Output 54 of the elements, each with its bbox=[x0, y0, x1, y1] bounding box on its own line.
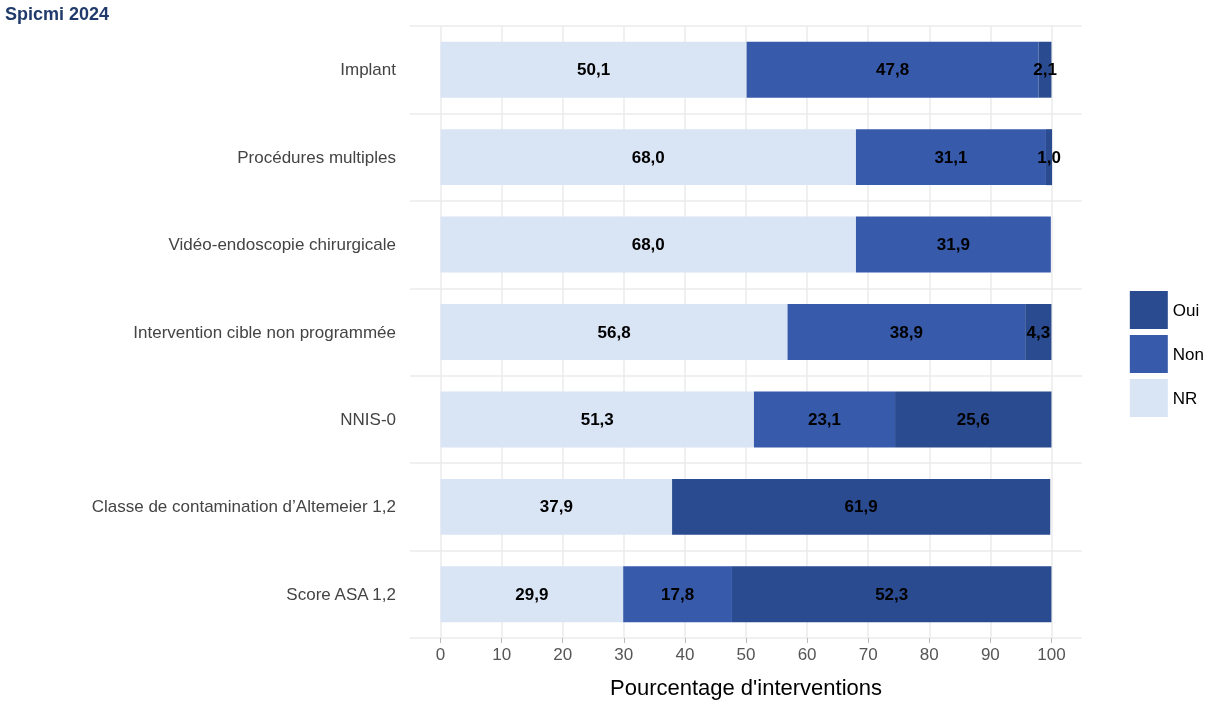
x-tick-label: 90 bbox=[980, 645, 1000, 664]
data-label: 50,1 bbox=[577, 60, 611, 80]
y-tick-label: Procédures multiples bbox=[237, 147, 396, 167]
data-label: 68,0 bbox=[631, 147, 665, 167]
bar bbox=[855, 216, 1051, 273]
x-tick-label: 100 bbox=[1037, 645, 1066, 664]
bar bbox=[440, 129, 856, 186]
data-label: 31,1 bbox=[934, 147, 968, 167]
x-tick-label: 80 bbox=[919, 645, 939, 664]
y-tick-label: Implant bbox=[340, 60, 397, 80]
bar bbox=[440, 391, 754, 448]
data-label: 56,8 bbox=[597, 322, 631, 342]
x-axis-title: Pourcentage d'interventions bbox=[609, 674, 883, 700]
bar bbox=[672, 478, 1051, 535]
y-tick-label: NNIS-0 bbox=[340, 409, 396, 429]
text: Spicmi 2024 bbox=[5, 4, 110, 24]
bar bbox=[440, 41, 747, 98]
legend-label: Non bbox=[1172, 344, 1204, 364]
y-tick-label: Score ASA 1,2 bbox=[286, 584, 396, 604]
y-tick-label: Classe de contamination d’Altemeier 1,2 bbox=[91, 497, 396, 517]
bar bbox=[440, 566, 624, 623]
bar bbox=[440, 216, 856, 273]
data-label: 4,3 bbox=[1026, 322, 1051, 342]
bar bbox=[787, 304, 1026, 360]
legend-label: Oui bbox=[1172, 300, 1200, 320]
data-label: 23,1 bbox=[807, 409, 842, 429]
x-tick-label: 60 bbox=[797, 645, 817, 664]
data-label: 68,0 bbox=[631, 235, 665, 255]
data-label: 38,9 bbox=[889, 322, 923, 342]
data-label: 29,9 bbox=[515, 584, 549, 604]
data-label: 61,9 bbox=[844, 497, 878, 517]
data-label: 37,9 bbox=[539, 497, 573, 517]
data-label: 17,8 bbox=[661, 584, 695, 604]
x-tick-label: 50 bbox=[736, 645, 756, 664]
bar bbox=[895, 391, 1052, 448]
y-tick-label: Vidéo-endoscopie chirurgicale bbox=[168, 235, 396, 255]
bar bbox=[731, 566, 1052, 623]
data-label: 31,9 bbox=[936, 235, 970, 255]
bar bbox=[753, 391, 896, 448]
y-tick-label: Intervention cible non programmée bbox=[133, 322, 396, 342]
data-label: 51,3 bbox=[580, 409, 614, 429]
bar bbox=[440, 304, 788, 360]
data-label: 25,6 bbox=[956, 409, 990, 429]
x-tick-label: 70 bbox=[858, 645, 878, 664]
x-tick-label: 10 bbox=[492, 645, 512, 664]
bar bbox=[623, 566, 732, 623]
x-tick-label: 30 bbox=[614, 645, 634, 664]
x-tick-label: 20 bbox=[553, 645, 573, 664]
data-label: 52,3 bbox=[875, 584, 909, 604]
legend-label: NR bbox=[1172, 388, 1198, 408]
data-label: 47,8 bbox=[876, 60, 910, 80]
x-tick-label: 0 bbox=[435, 645, 446, 664]
bar bbox=[440, 478, 673, 535]
x-tick-label: 40 bbox=[675, 645, 695, 664]
